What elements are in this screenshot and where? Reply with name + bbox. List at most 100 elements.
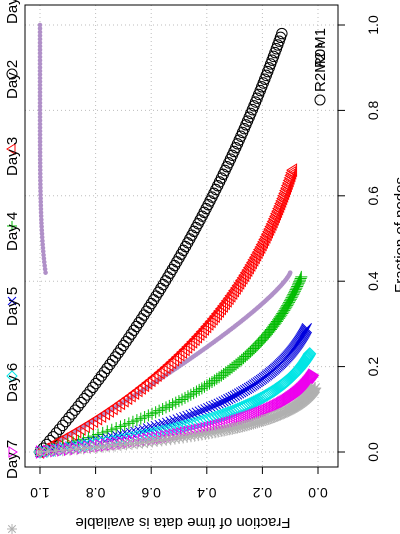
point-day-7: [264, 412, 277, 425]
series-day-5: [33, 347, 317, 459]
point-r0m1: [38, 192, 43, 198]
point-day-2: [181, 340, 193, 354]
point-day-7: [168, 432, 181, 445]
point-r0m1: [37, 72, 43, 77]
point-day-2: [150, 368, 162, 383]
point-r0m1: [38, 188, 43, 194]
point-r0m1: [39, 231, 45, 237]
point-day-3: [184, 388, 197, 401]
point-day-4: [200, 404, 211, 415]
point-r0m1: [43, 270, 48, 275]
point-day-3: [280, 301, 293, 314]
point-day-2: [226, 286, 238, 301]
legend-marker-r0m1: [317, 42, 323, 48]
point-day-3: [193, 383, 206, 396]
point-day-2: [170, 350, 182, 365]
point-day-1: [109, 351, 122, 363]
legend-marker: [6, 370, 18, 382]
y-axis: 0.0 0.2 0.4 0.6 0.8 1.0: [30, 467, 328, 501]
point-r0m1: [40, 249, 46, 254]
point-r0m1: [37, 128, 43, 134]
point-day-4: [142, 423, 154, 434]
point-day-7: [97, 440, 110, 453]
point-day-5: [219, 406, 233, 421]
point-r0m1: [38, 206, 44, 212]
point-day-2: [173, 347, 185, 362]
y-axis-tick-label: 0.0: [308, 485, 328, 501]
point-day-3: [146, 407, 159, 420]
point-day-7: [251, 416, 264, 429]
point-day-7: [226, 422, 239, 435]
point-day-7: [103, 440, 116, 453]
point-r0m1: [37, 111, 43, 116]
legend-label: Day 5: [4, 287, 21, 326]
point-day-1: [186, 229, 198, 241]
point-day-2: [224, 288, 236, 303]
point-r0m1: [38, 210, 44, 215]
point-day-7: [195, 428, 208, 441]
point-day-3: [153, 404, 166, 417]
point-day-3: [169, 396, 182, 409]
point-day-1: [148, 294, 160, 306]
point-day-2: [254, 240, 266, 254]
point-r0m1: [39, 220, 44, 226]
point-day-7: [249, 416, 262, 429]
point-r0m1: [41, 252, 46, 258]
point-day-3: [96, 426, 109, 439]
point-day-3: [156, 403, 169, 416]
point-day-2: [206, 311, 218, 326]
point-day-1: [276, 27, 288, 40]
point-r0m1: [37, 135, 43, 141]
point-day-1: [60, 415, 72, 428]
point-day-7: [245, 418, 258, 431]
point-day-1: [78, 393, 90, 405]
point-day-5: [216, 407, 231, 422]
point-day-1: [175, 248, 187, 260]
point-day-2: [261, 224, 273, 239]
point-day-2: [228, 283, 240, 298]
point-day-1: [75, 396, 87, 409]
point-day-1: [162, 271, 174, 283]
point-day-7: [209, 426, 222, 439]
point-day-2: [193, 327, 205, 342]
point-r0m1: [41, 256, 47, 261]
point-day-2: [214, 301, 226, 316]
point-day-2: [195, 324, 207, 339]
point-day-7: [188, 429, 201, 442]
y-axis-title: Fraction of time data is available: [75, 514, 290, 531]
point-day-2: [229, 281, 241, 295]
point-day-4: [208, 400, 219, 411]
legend-marker: [8, 446, 18, 458]
point-day-1: [90, 377, 102, 390]
point-day-2: [260, 227, 272, 242]
point-day-2: [247, 252, 259, 267]
point-day-2: [259, 229, 271, 244]
point-day-3: [149, 406, 162, 419]
point-r0m1: [38, 196, 43, 201]
point-day-2: [210, 306, 222, 321]
point-day-1: [128, 324, 140, 336]
point-day-5: [151, 425, 165, 440]
point-day-3: [92, 428, 105, 441]
point-r0m1: [37, 167, 43, 173]
point-day-3: [203, 377, 216, 390]
point-day-6: [76, 440, 89, 455]
point-day-3: [237, 352, 250, 365]
point-r0m1: [37, 68, 43, 74]
point-day-2: [286, 163, 298, 178]
point-day-2: [212, 304, 224, 318]
point-day-7: [146, 435, 159, 448]
x-axis-tick-label: 0.2: [365, 357, 381, 377]
x-axis-tick-label: 0.4: [365, 271, 381, 291]
point-r0m1: [37, 142, 43, 148]
point-day-1: [92, 374, 105, 386]
point-day-2: [208, 309, 220, 324]
legend-label: Day 1: [4, 0, 21, 24]
point-r0m1: [37, 54, 43, 60]
point-day-1: [117, 339, 130, 352]
point-day-3: [210, 372, 223, 385]
point-day-7: [257, 414, 270, 427]
point-day-7: [131, 437, 144, 450]
point-day-7: [109, 439, 122, 452]
